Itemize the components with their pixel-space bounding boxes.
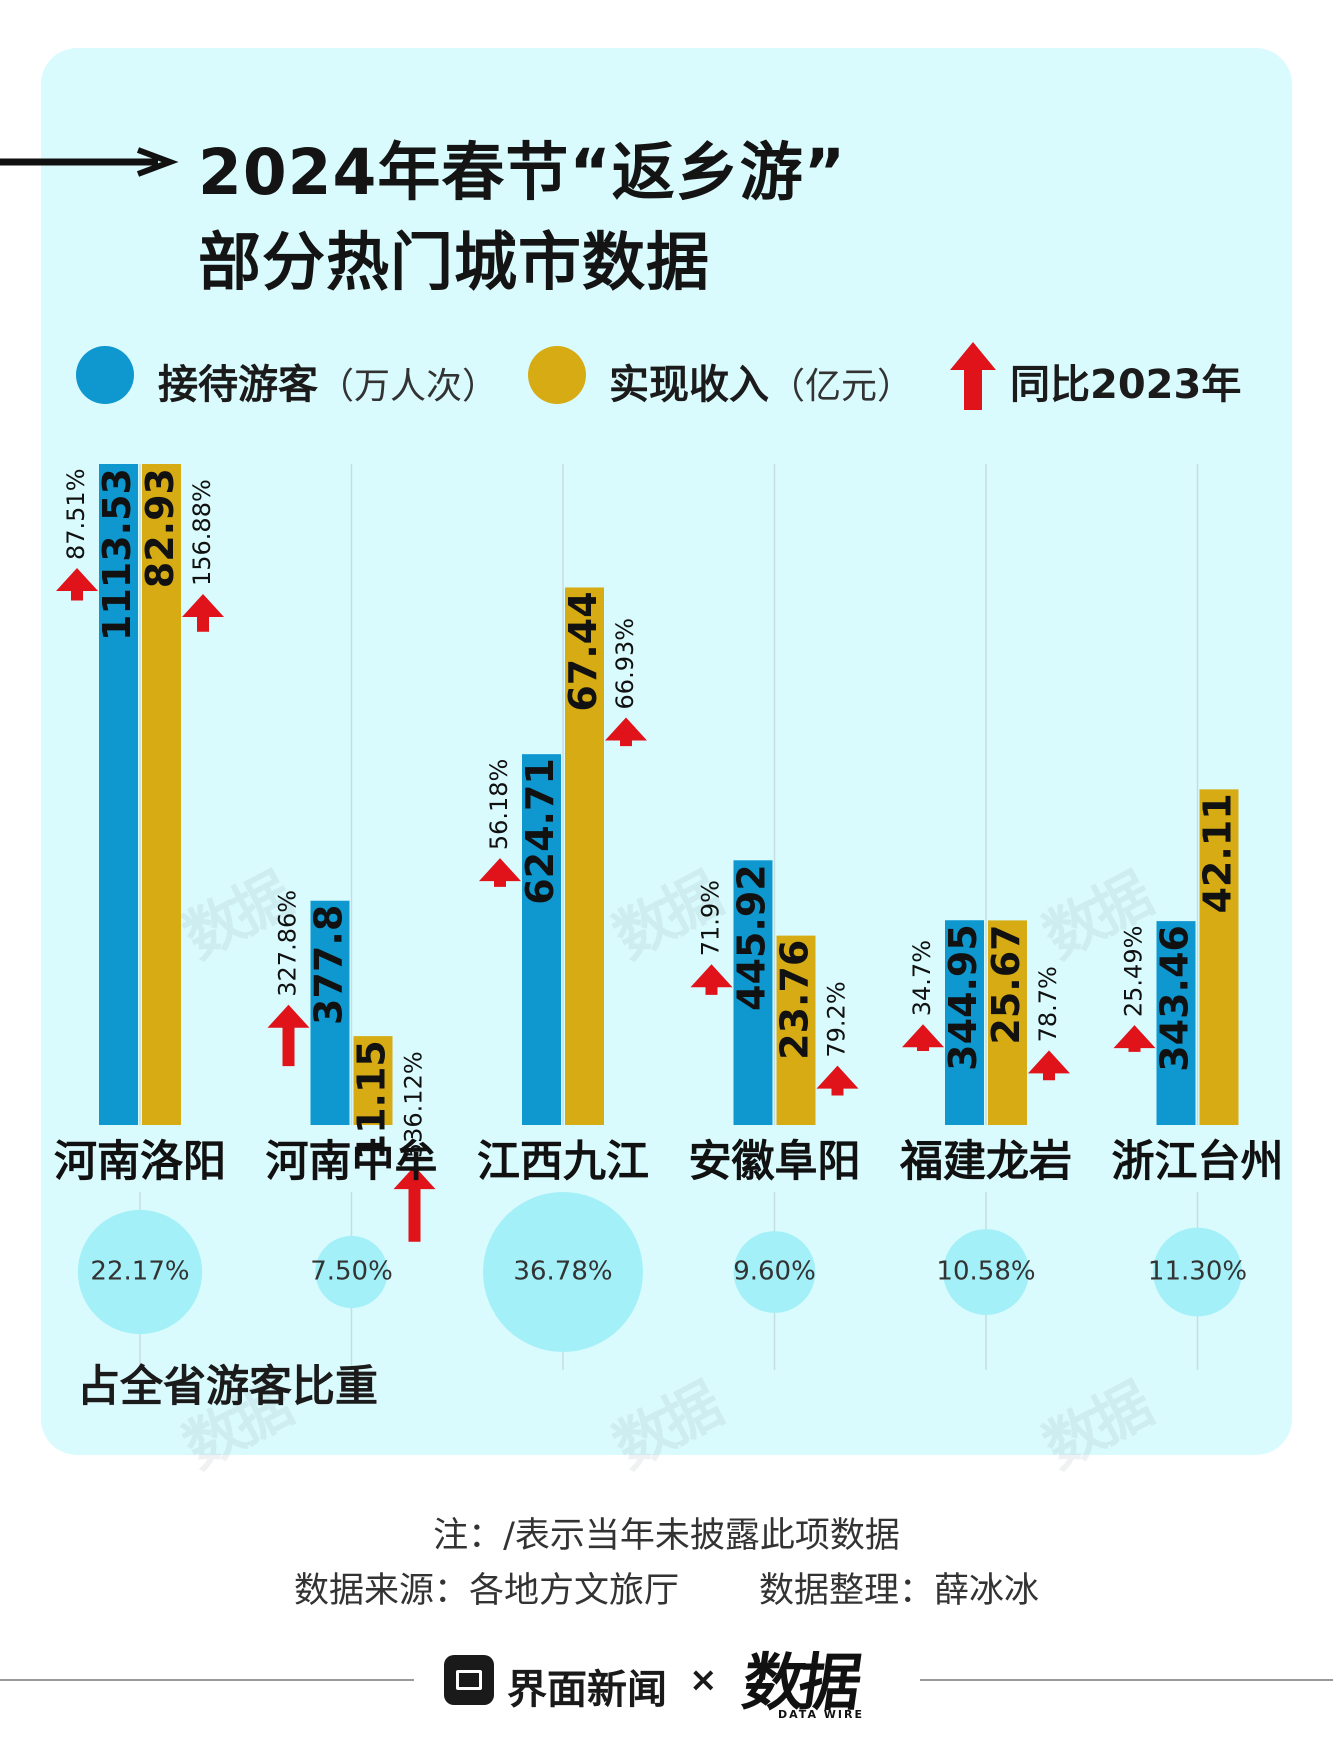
bar-revenue bbox=[1199, 789, 1239, 1125]
share-label: 11.30% bbox=[1148, 1257, 1247, 1287]
bar-revenue-value: 25.67 bbox=[984, 924, 1028, 1044]
bar-visitors-value: 1113.53 bbox=[95, 468, 139, 641]
growth-revenue-label: 79.2% bbox=[823, 981, 851, 1057]
bar-visitors bbox=[99, 464, 138, 1125]
share-bubble bbox=[315, 1235, 388, 1309]
bar-revenue bbox=[142, 464, 181, 1125]
chart-title: 2024年春节“返乡游” bbox=[198, 136, 847, 209]
legend-revenue: 实现收入（亿元） bbox=[609, 352, 913, 410]
data-wire-logo-subtitle: DATA WIRE bbox=[778, 1708, 864, 1721]
city-label: 浙江台州 bbox=[1112, 1137, 1284, 1187]
share-bubble bbox=[943, 1229, 1029, 1315]
title-arrow-icon bbox=[0, 147, 179, 177]
growth-visitors-label: 56.18% bbox=[485, 759, 513, 851]
bar-revenue-value: 11.15 bbox=[350, 1040, 394, 1160]
growth-visitors-arrow-icon bbox=[902, 1024, 944, 1052]
share-label: 10.58% bbox=[936, 1257, 1035, 1287]
growth-revenue-arrow-icon bbox=[182, 594, 224, 632]
growth-revenue-arrow-icon bbox=[605, 717, 647, 747]
growth-revenue-label: 536.12% bbox=[400, 1051, 428, 1158]
growth-visitors-arrow-icon bbox=[1113, 1025, 1156, 1052]
legend-visitors-swatch bbox=[76, 346, 134, 404]
growth-revenue-arrow-icon bbox=[816, 1065, 859, 1096]
growth-revenue-arrow-icon bbox=[1028, 1050, 1070, 1081]
city-label: 福建龙岩 bbox=[899, 1137, 1072, 1187]
bar-visitors bbox=[945, 920, 984, 1125]
bar-visitors bbox=[1156, 921, 1196, 1125]
footer-rule-left bbox=[0, 1679, 414, 1681]
legend-growth-label: 同比2023年 bbox=[1010, 362, 1242, 408]
bar-revenue-value: 82.93 bbox=[138, 468, 182, 588]
footnote: 注：/表示当年未披露此项数据 bbox=[433, 1516, 900, 1556]
bar-chart: 1113.53 82.93 87.51% 156.88% 河南洛阳 22.17% 377.8… bbox=[54, 464, 1284, 1370]
growth-visitors-label: 34.7% bbox=[908, 940, 936, 1016]
growth-visitors-label: 327.86% bbox=[274, 890, 302, 997]
chart-card bbox=[41, 48, 1292, 1455]
bar-revenue bbox=[988, 920, 1027, 1125]
city-label: 河南中牟 bbox=[266, 1137, 438, 1187]
bar-revenue bbox=[776, 935, 816, 1125]
share-label: 36.78% bbox=[513, 1257, 612, 1287]
legend-visitors: 接待游客（万人次） bbox=[158, 352, 498, 410]
growth-visitors-label: 71.9% bbox=[697, 880, 725, 956]
bar-visitors-value: 343.46 bbox=[1153, 925, 1197, 1072]
bar-visitors bbox=[522, 754, 561, 1125]
city-label: 江西九江 bbox=[477, 1137, 649, 1187]
bar-visitors-value: 377.8 bbox=[307, 905, 351, 1025]
share-bubble bbox=[483, 1192, 643, 1352]
growth-visitors-arrow-icon bbox=[690, 964, 733, 995]
growth-visitors-label: 87.51% bbox=[62, 468, 90, 560]
bar-revenue bbox=[565, 587, 604, 1125]
share-label: 9.60% bbox=[733, 1257, 816, 1287]
source-line: 数据来源：各地方文旅厅 数据整理：薛冰冰 bbox=[0, 1562, 1333, 1613]
footer-branding: 界面新闻 × 数据 DATA WIRE bbox=[0, 1630, 1333, 1730]
growth-revenue-arrow-icon bbox=[393, 1166, 436, 1242]
city-label: 安徽阜阳 bbox=[689, 1137, 861, 1187]
legend-revenue-label: 实现收入 bbox=[609, 362, 769, 408]
bar-visitors-value: 624.71 bbox=[518, 758, 562, 905]
growth-visitors-arrow-icon bbox=[56, 568, 98, 601]
jiemian-logo-icon bbox=[444, 1655, 494, 1705]
legend-visitors-unit: （万人次） bbox=[318, 366, 499, 407]
growth-revenue-label: 66.93% bbox=[611, 618, 639, 710]
share-bubble bbox=[733, 1231, 816, 1313]
bar-revenue-value: 42.11 bbox=[1196, 793, 1240, 913]
bar-visitors-value: 445.92 bbox=[730, 864, 774, 1011]
growth-visitors-arrow-icon bbox=[479, 858, 521, 887]
growth-visitors-label: 25.49% bbox=[1120, 926, 1148, 1018]
bar-visitors-value: 344.95 bbox=[941, 924, 985, 1071]
city-label: 河南洛阳 bbox=[54, 1137, 226, 1187]
share-label: 22.17% bbox=[90, 1257, 189, 1287]
legend-revenue-swatch bbox=[528, 346, 586, 404]
growth-revenue-label: 156.88% bbox=[188, 479, 216, 586]
bar-visitors bbox=[310, 900, 350, 1125]
growth-revenue-label: 78.7% bbox=[1034, 966, 1062, 1042]
bar-revenue-value: 67.44 bbox=[561, 591, 605, 711]
times-sign: × bbox=[689, 1660, 718, 1700]
bar-revenue bbox=[353, 1036, 393, 1125]
share-caption: 占全省游客比重 bbox=[77, 1362, 378, 1412]
bar-revenue-value: 23.76 bbox=[773, 940, 817, 1060]
chart-subtitle: 部分热门城市数据 bbox=[198, 226, 710, 299]
legend-visitors-label: 接待游客 bbox=[158, 362, 318, 408]
share-bubble bbox=[77, 1209, 203, 1335]
bar-visitors bbox=[733, 860, 773, 1125]
brand-name: 界面新闻 bbox=[507, 1667, 667, 1713]
share-label: 7.50% bbox=[310, 1257, 393, 1287]
footer-rule-right bbox=[920, 1679, 1333, 1681]
data-source: 数据来源：各地方文旅厅 bbox=[293, 1571, 679, 1611]
growth-visitors-arrow-icon bbox=[267, 1004, 310, 1067]
data-compiler: 数据整理：薛冰冰 bbox=[759, 1571, 1040, 1611]
legend-growth-arrow-icon bbox=[950, 342, 996, 410]
share-bubble bbox=[1153, 1227, 1242, 1317]
legend: 接待游客（万人次） 实现收入（亿元） 同比2023年 bbox=[76, 342, 1256, 414]
legend-revenue-unit: （亿元） bbox=[769, 366, 914, 407]
